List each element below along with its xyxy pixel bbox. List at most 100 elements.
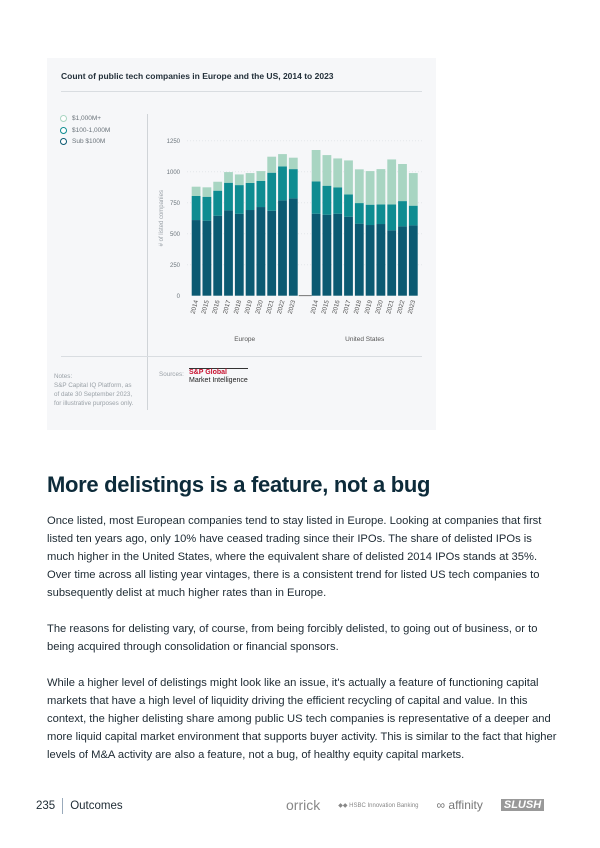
y-axis-label: # of listed companies	[159, 190, 165, 246]
bar-segment	[333, 187, 343, 214]
bar-segment	[333, 213, 343, 296]
bar-segment	[245, 173, 255, 183]
footer: 235 Outcomes	[36, 798, 123, 814]
chart-bottom-divider	[61, 356, 422, 357]
bar-segment	[224, 172, 233, 183]
chart-panel: Count of public tech companies in Europe…	[47, 58, 436, 430]
bar-segment	[288, 169, 298, 199]
bar-segment	[267, 172, 277, 211]
x-tick-label: 2019	[364, 299, 375, 315]
article-body: Once listed, most European companies ten…	[47, 512, 557, 782]
legend-dot-icon	[60, 126, 67, 134]
group-label: Europe	[234, 336, 255, 343]
x-tick-label: 2014	[310, 299, 321, 315]
legend-item-large: $1,000M+	[60, 113, 110, 125]
bar-chart: 0 250 500 750 1000 1250 # of listed companies 2…	[159, 139, 422, 343]
y-tick-label: 0	[177, 294, 181, 300]
bar-segment	[256, 207, 266, 296]
x-tick-label: 2020	[254, 299, 265, 315]
x-tick-label: 2014	[190, 299, 201, 315]
bar-segment	[408, 225, 418, 296]
bar-segment	[234, 213, 244, 296]
x-tick-label: 2017	[222, 299, 233, 315]
bar-segment	[278, 200, 287, 296]
y-tick-label: 500	[170, 232, 181, 238]
bar-segment	[224, 182, 233, 211]
x-tick-label: 2022	[396, 299, 407, 315]
sp-global-logo: S&P Global Market Intelligence	[189, 368, 248, 384]
x-tick-label: 2015	[200, 299, 211, 315]
x-tick-label: 2023	[287, 299, 298, 315]
page-number: 235	[36, 800, 56, 812]
legend-item-sub: Sub $100M	[60, 136, 110, 148]
bar-segment	[376, 204, 386, 225]
bar-segment	[267, 210, 277, 296]
group-label: United States	[345, 336, 385, 343]
bar-segment	[288, 157, 298, 170]
y-tick-label: 750	[170, 201, 181, 207]
bar-segment	[398, 226, 407, 296]
notes: Notes: S&P Capital IQ Platform, as of dat…	[54, 373, 134, 407]
legend-item-mid: $100-1,000M	[60, 125, 110, 137]
x-tick-label: 2018	[353, 299, 364, 315]
sources-label: Sources:	[159, 371, 184, 378]
bar-segment	[202, 196, 212, 221]
bar-segment	[365, 171, 375, 205]
vertical-divider	[147, 114, 148, 410]
bar-segment	[354, 203, 364, 224]
bar-segment	[256, 171, 266, 181]
bar-segment	[376, 224, 386, 296]
bar-segment	[311, 150, 321, 182]
x-tick-label: 2017	[342, 299, 353, 315]
chart-title: Count of public tech companies in Europe…	[61, 71, 334, 81]
bar-segment	[191, 196, 201, 221]
y-tick-label: 1000	[167, 170, 181, 176]
x-tick-label: 2016	[211, 299, 222, 315]
y-tick-label: 1250	[167, 139, 181, 145]
slush-logo: SLUSH	[500, 799, 545, 811]
hsbc-logo: ◆◆ HSBC Innovation Banking	[338, 802, 419, 809]
bar-segment	[191, 186, 201, 197]
bar-segment	[278, 166, 287, 201]
x-tick-label: 2022	[276, 299, 287, 315]
bar-segment	[344, 216, 353, 296]
paragraph-2: The reasons for delisting vary, of cours…	[47, 623, 538, 653]
bar-segment	[288, 198, 298, 296]
legend-dot-icon	[60, 115, 67, 123]
legend-dot-icon	[60, 138, 67, 146]
orrick-logo: orrick	[286, 797, 321, 813]
bar-segment	[213, 190, 223, 216]
bar-segment	[376, 169, 386, 205]
affinity-logo: ∞ affinity	[436, 798, 483, 812]
x-tick-label: 2020	[374, 299, 385, 315]
bar-segment	[344, 160, 353, 195]
bar-segment	[365, 225, 375, 296]
bar-segment	[387, 230, 397, 296]
footer-divider	[62, 798, 64, 814]
bar-segment	[333, 158, 343, 188]
bar-segment	[354, 169, 364, 204]
partner-logos: orrick ◆◆ HSBC Innovation Banking ∞ affi…	[286, 797, 545, 813]
x-tick-label: 2018	[233, 299, 244, 315]
bar-segment	[387, 159, 397, 205]
bar-segment	[234, 185, 244, 214]
x-tick-label: 2021	[385, 299, 396, 315]
paragraph-3: While a higher level of delistings might…	[47, 677, 557, 761]
bar-segment	[245, 182, 255, 211]
bar-segment	[322, 155, 332, 186]
bar-segment	[213, 215, 223, 296]
bar-segment	[408, 205, 418, 226]
bar-segment	[234, 174, 244, 186]
bar-segment	[213, 181, 223, 191]
bar-segment	[311, 181, 321, 214]
x-tick-label: 2023	[407, 299, 418, 315]
y-tick-label: 250	[170, 263, 181, 269]
paragraph-1: Once listed, most European companies ten…	[47, 515, 542, 599]
bar-segment	[245, 210, 255, 296]
x-tick-label: 2021	[265, 299, 276, 315]
x-tick-label: 2016	[331, 299, 342, 315]
bar-segment	[202, 220, 212, 296]
bar-segment	[311, 213, 321, 296]
bar-segment	[344, 194, 353, 217]
